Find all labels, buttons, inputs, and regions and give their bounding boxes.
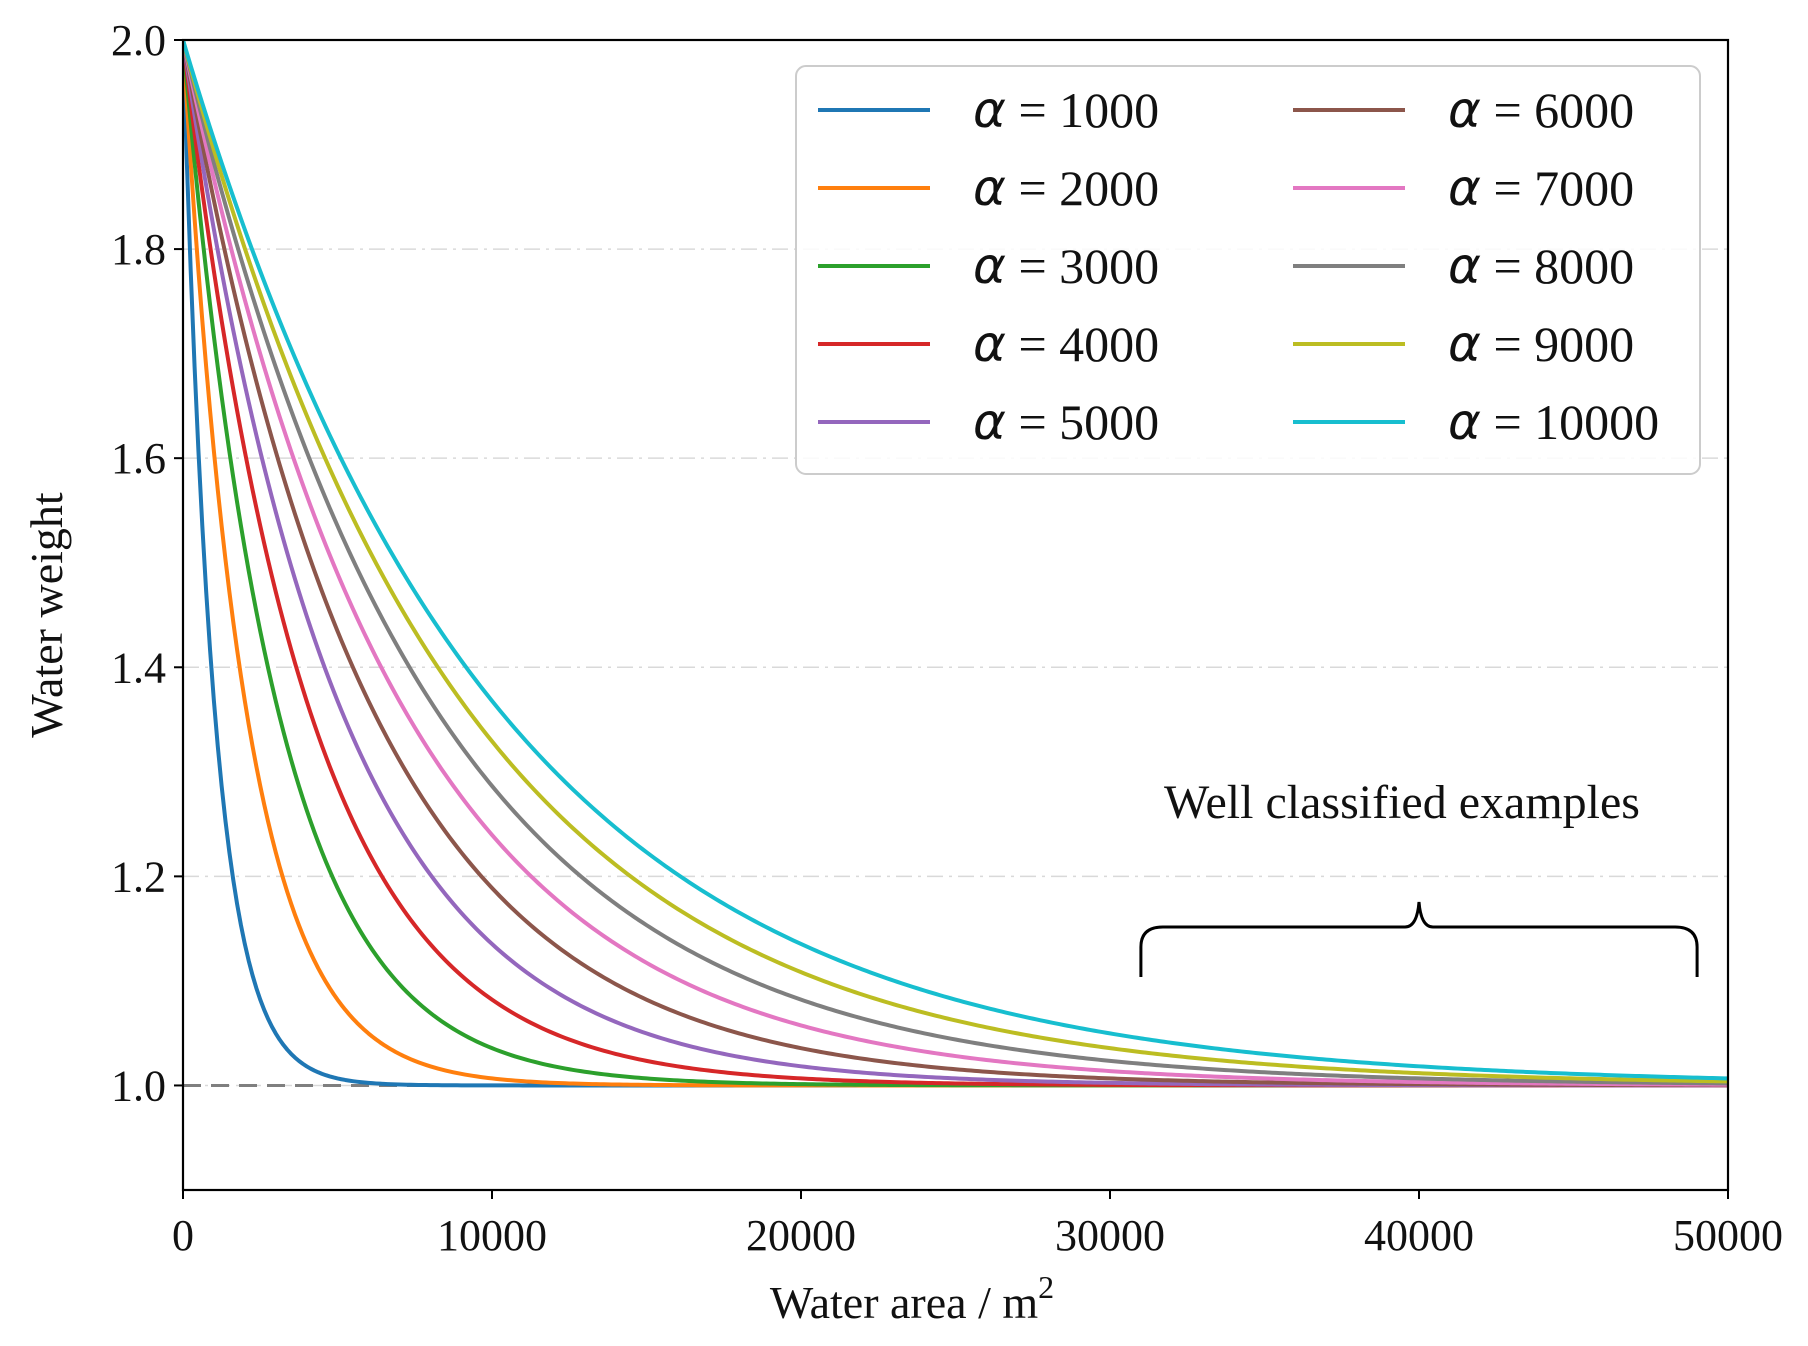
legend-value-0: = 1000 (1006, 82, 1159, 138)
legend-alpha-symbol-6: α (1448, 159, 1481, 217)
legend-value-6: = 7000 (1481, 160, 1634, 216)
legend-alpha-symbol-0: α (973, 81, 1006, 139)
x-tick-label-1: 10000 (437, 1211, 547, 1260)
legend-value-4: = 5000 (1006, 394, 1159, 450)
legend-value-3: = 4000 (1006, 316, 1159, 372)
legend-box (795, 65, 1701, 475)
y-tick-label-5: 2.0 (111, 16, 166, 65)
annotation: Well classified examples (1139, 776, 1699, 977)
legend-alpha-symbol-5: α (1448, 81, 1481, 139)
legend-label-8: α = 9000 (1448, 315, 1634, 373)
legend-alpha-symbol-9: α (1448, 393, 1481, 451)
series-line-6 (183, 40, 1728, 1087)
y-tick-label-4: 1.8 (111, 225, 166, 274)
legend-value-7: = 8000 (1481, 238, 1634, 294)
x-axis-ticks: 0 10000 20000 30000 40000 50000 (172, 1190, 1783, 1260)
legend-value-1: = 2000 (1006, 160, 1159, 216)
legend-value-8: = 9000 (1481, 316, 1634, 372)
x-axis-label-superscript: 2 (1038, 1269, 1054, 1305)
y-tick-label-1: 1.2 (111, 852, 166, 901)
legend-alpha-symbol-8: α (1448, 315, 1481, 373)
x-axis-label-text: Water area / m (770, 1277, 1039, 1328)
y-tick-label-0: 1.0 (111, 1061, 166, 1110)
x-tick-label-0: 0 (172, 1211, 194, 1260)
y-tick-label-3: 1.6 (111, 434, 166, 483)
y-tick-label-2: 1.4 (111, 643, 166, 692)
legend-label-0: α = 1000 (973, 81, 1159, 139)
x-tick-label-3: 30000 (1055, 1211, 1165, 1260)
x-tick-label-2: 20000 (746, 1211, 856, 1260)
plot-frame (181, 38, 1730, 1192)
legend-alpha-symbol-4: α (973, 393, 1006, 451)
legend-label-6: α = 7000 (1448, 159, 1634, 217)
legend-alpha-symbol-7: α (1448, 237, 1481, 295)
annotation-brace (1139, 901, 1699, 977)
legend-alpha-symbol-1: α (973, 159, 1006, 217)
series-line-8 (183, 40, 1728, 1084)
y-axis-label: Water weight (21, 492, 72, 738)
legend-alpha-symbol-3: α (973, 315, 1006, 373)
legend-value-9: = 10000 (1481, 394, 1659, 450)
legend-label-5: α = 6000 (1448, 81, 1634, 139)
x-tick-label-4: 40000 (1364, 1211, 1474, 1260)
legend-alpha-symbol-2: α (973, 237, 1006, 295)
series-line-7 (183, 40, 1728, 1086)
legend-label-1: α = 2000 (973, 159, 1159, 217)
legend-label-3: α = 4000 (973, 315, 1159, 373)
legend-label-7: α = 8000 (1448, 237, 1634, 295)
legend-value-2: = 3000 (1006, 238, 1159, 294)
x-tick-label-5: 50000 (1673, 1211, 1783, 1260)
legend-label-9: α = 10000 (1448, 393, 1659, 451)
legend-label-4: α = 5000 (973, 393, 1159, 451)
annotation-text: Well classified examples (1164, 776, 1640, 829)
legend-value-5: = 6000 (1481, 82, 1634, 138)
plot-lines (183, 40, 1728, 1088)
x-axis-label: Water area / m2 (770, 1269, 1054, 1328)
y-axis-ticks: 1.0 1.2 1.4 1.6 1.8 2.0 (111, 16, 183, 1110)
legend-label-2: α = 3000 (973, 237, 1159, 295)
series-line-9 (183, 40, 1728, 1081)
